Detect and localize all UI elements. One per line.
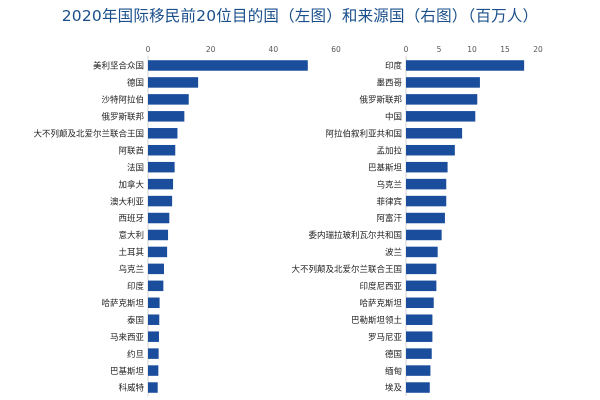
origin-bar: [406, 263, 437, 275]
dest-bar: [148, 229, 169, 241]
dest-bar: [148, 128, 178, 139]
origin-category-label: 印度尼西亚: [359, 281, 402, 292]
dest-bar: [148, 111, 185, 122]
origin-bar: [406, 246, 438, 258]
dest-x-tick-label: 60: [331, 45, 341, 54]
dest-category-label: 印度: [127, 281, 145, 292]
dest-bar: [148, 314, 160, 325]
origin-bar: [406, 77, 480, 88]
origin-category-label: 菲律宾: [376, 196, 402, 207]
origin-category-label: 中国: [385, 112, 402, 123]
dest-bar: [148, 246, 168, 258]
origin-category-label: 乌克兰: [376, 179, 402, 190]
dest-bar: [148, 195, 173, 207]
dest-x-tick-label: 40: [269, 45, 279, 54]
dest-category-label: 哈萨克斯坦: [101, 298, 144, 309]
dest-bar: [148, 348, 159, 359]
origin-category-label: 印度: [385, 61, 403, 72]
dest-category-label: 加拿大: [118, 179, 144, 190]
dest-bar: [148, 263, 164, 275]
origin-bar: [406, 128, 463, 139]
dest-bar: [148, 161, 175, 173]
origin-x-tick-label: 20: [533, 45, 543, 54]
origin-bar: [406, 280, 437, 292]
dest-category-label: 法国: [127, 162, 144, 173]
dest-category-label: 西班牙: [118, 213, 144, 224]
dest-category-label: 巴基斯坦: [110, 366, 145, 377]
chart-title: 2020年国际移民前20位目的国（左图）和来源国（右图）（百万人）: [61, 7, 539, 25]
dest-category-label: 意大利: [118, 230, 144, 241]
dest-bar: [148, 212, 170, 224]
origin-bar: [406, 297, 434, 309]
dest-category-label: 阿联酋: [118, 145, 144, 156]
origin-bar: [406, 331, 433, 342]
dest-category-label: 沙特阿拉伯: [101, 95, 144, 106]
dest-bar: [148, 365, 159, 376]
origin-bar: [406, 60, 525, 71]
origin-bar: [406, 229, 442, 241]
dest-category-label: 俄罗斯联邦: [101, 112, 144, 123]
dest-bar: [148, 331, 159, 342]
origin-bar: [406, 348, 432, 359]
origin-bar: [406, 178, 447, 190]
dest-bar: [148, 144, 176, 156]
origin-bar: [406, 161, 448, 173]
origin-category-label: 委内瑞拉玻利瓦尔共和国: [308, 230, 402, 241]
origin-category-label: 巴基斯坦: [368, 162, 403, 173]
origin-category-label: 俄罗斯联邦: [359, 95, 402, 106]
dest-category-label: 乌克兰: [118, 264, 144, 275]
origin-category-label: 缅甸: [385, 366, 402, 377]
dest-x-tick-label: 20: [206, 45, 216, 54]
dest-bar: [148, 382, 158, 393]
origin-bar: [406, 314, 433, 325]
origin-category-label: 罗马尼亚: [368, 333, 403, 343]
origin-bar: [406, 195, 447, 207]
dest-category-label: 约旦: [127, 349, 144, 360]
dest-x-tick-label: 0: [146, 45, 151, 54]
origin-category-label: 埃及: [385, 383, 403, 394]
origin-category-label: 孟加拉: [376, 145, 402, 156]
dest-category-label: 马来西亚: [110, 333, 145, 343]
origin-x-tick-label: 0: [404, 45, 409, 54]
origin-category-label: 巴勒斯坦领土: [351, 315, 403, 326]
dest-category-label: 德国: [127, 78, 144, 89]
origin-bar: [406, 365, 431, 376]
dest-bar: [148, 297, 160, 309]
dest-bar: [148, 178, 174, 190]
dest-bar: [148, 60, 308, 71]
dest-category-label: 美利坚合众国: [93, 61, 144, 72]
origin-bar: [406, 212, 445, 224]
origin-category-label: 波兰: [385, 247, 402, 258]
origin-x-tick-label: 5: [437, 45, 442, 54]
origin-category-label: 德国: [385, 349, 402, 360]
origin-x-tick-label: 15: [500, 45, 510, 54]
origin-bar: [406, 144, 455, 156]
origin-bar: [406, 382, 430, 393]
dest-bar: [148, 94, 189, 105]
dest-category-label: 泰国: [127, 315, 144, 326]
origin-x-tick-label: 10: [467, 45, 477, 54]
dest-bar: [148, 77, 199, 88]
dest-category-label: 澳大利亚: [110, 196, 145, 207]
dest-category-label: 大不列颠及北爱尔兰联合王国: [33, 128, 144, 139]
origin-category-label: 大不列颠及北爱尔兰联合王国: [291, 264, 402, 275]
origin-category-label: 阿拉伯叙利亚共和国: [325, 128, 402, 139]
dest-bar: [148, 280, 164, 292]
origin-category-label: 哈萨克斯坦: [359, 298, 402, 309]
origin-bar: [406, 111, 476, 122]
origin-bar: [406, 94, 478, 105]
dest-category-label: 土耳其: [118, 247, 144, 258]
origin-category-label: 阿富汗: [376, 213, 402, 224]
origin-category-label: 墨西哥: [376, 79, 402, 89]
dest-category-label: 科威特: [118, 383, 144, 394]
